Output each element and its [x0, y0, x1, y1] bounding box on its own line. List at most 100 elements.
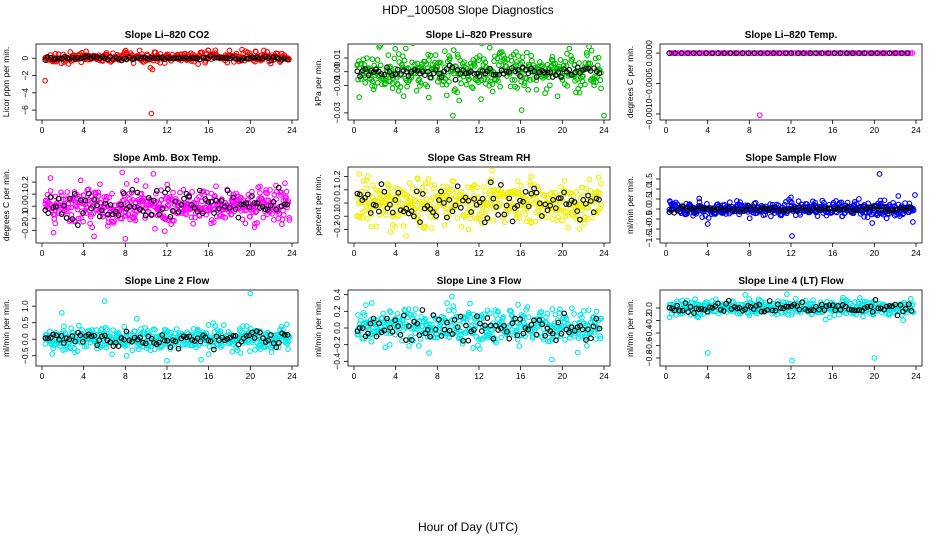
y-tick-label: −0.4	[644, 324, 654, 341]
data-point	[169, 208, 176, 214]
data-point	[591, 320, 598, 327]
data-point	[568, 197, 575, 204]
data-point	[781, 201, 788, 208]
data-point	[561, 310, 568, 317]
data-point	[276, 339, 282, 346]
data-point	[500, 52, 507, 58]
data-point	[686, 50, 693, 56]
x-tick-label: 4	[705, 125, 710, 135]
data-point	[588, 335, 594, 342]
data-point	[892, 50, 899, 56]
data-point	[549, 330, 556, 337]
data-point	[172, 338, 179, 345]
data-point	[367, 320, 374, 327]
data-point	[795, 198, 802, 205]
data-point	[484, 215, 491, 221]
y-tick-label: −0.5	[20, 347, 30, 364]
data-point	[129, 214, 136, 221]
data-point	[52, 56, 59, 62]
data-point	[764, 50, 771, 56]
data-point	[527, 182, 534, 188]
data-point	[415, 176, 421, 183]
data-point	[596, 70, 603, 77]
data-point	[131, 55, 138, 62]
data-point	[96, 55, 103, 62]
data-point	[140, 339, 146, 346]
data-point	[91, 332, 97, 339]
data-point	[525, 203, 532, 210]
data-point	[822, 50, 829, 56]
data-point	[92, 189, 99, 196]
data-point	[197, 338, 204, 345]
data-point	[406, 343, 412, 349]
data-point	[690, 50, 697, 56]
data-point	[498, 181, 504, 188]
data-point	[205, 47, 212, 54]
data-point	[77, 177, 84, 184]
data-point	[450, 112, 456, 119]
data-point	[704, 350, 711, 356]
data-point	[511, 77, 518, 83]
data-point	[444, 300, 450, 307]
data-point	[569, 56, 575, 63]
data-point	[436, 316, 442, 323]
chart-title: Slope Li–820 Pressure	[426, 30, 533, 41]
data-point	[871, 50, 877, 56]
data-point	[805, 307, 811, 314]
data-point	[368, 223, 375, 230]
y-axis-label: kPa per min.	[313, 58, 323, 106]
data-point	[859, 207, 865, 214]
data-point	[753, 303, 760, 309]
data-point	[427, 333, 434, 340]
data-point	[678, 50, 685, 56]
data-point	[856, 307, 863, 313]
data-point	[552, 60, 559, 67]
data-point	[536, 200, 543, 207]
data-point	[153, 188, 160, 194]
data-point	[509, 77, 516, 83]
data-point	[424, 83, 431, 90]
data-point	[438, 188, 444, 195]
data-point	[528, 321, 535, 328]
data-point	[172, 198, 179, 205]
data-point	[520, 312, 527, 319]
data-point	[461, 214, 468, 220]
data-point	[907, 50, 914, 56]
data-point	[684, 50, 691, 56]
data-point	[238, 207, 244, 214]
data-point	[761, 204, 768, 211]
data-point	[592, 336, 599, 342]
x-tick-label: 16	[516, 248, 526, 258]
data-point	[587, 60, 594, 67]
data-point	[237, 350, 244, 356]
x-tick-label: 20	[870, 125, 880, 135]
data-point	[826, 302, 833, 309]
x-tick-label: 0	[40, 371, 45, 381]
data-point	[895, 193, 902, 199]
data-point	[156, 339, 163, 346]
data-point	[501, 211, 508, 218]
data-point	[508, 312, 515, 318]
data-point	[528, 190, 535, 197]
data-point	[61, 54, 68, 60]
data-point	[786, 207, 792, 214]
data-point	[367, 210, 374, 216]
chart-title: Slope Line 3 Flow	[437, 276, 522, 287]
data-point	[80, 54, 87, 61]
data-point	[912, 192, 918, 198]
scatter-points	[666, 171, 918, 239]
data-point	[571, 327, 578, 334]
x-tick-label: 24	[287, 125, 297, 135]
data-point	[544, 207, 551, 214]
data-point	[264, 190, 270, 197]
data-point	[555, 214, 561, 220]
data-point	[74, 54, 81, 61]
data-point	[446, 186, 453, 193]
data-point	[369, 78, 376, 85]
data-point	[547, 63, 554, 70]
data-point	[387, 309, 394, 316]
data-point	[167, 344, 174, 350]
data-point	[564, 209, 570, 216]
data-point	[454, 51, 461, 58]
data-point	[132, 217, 139, 224]
